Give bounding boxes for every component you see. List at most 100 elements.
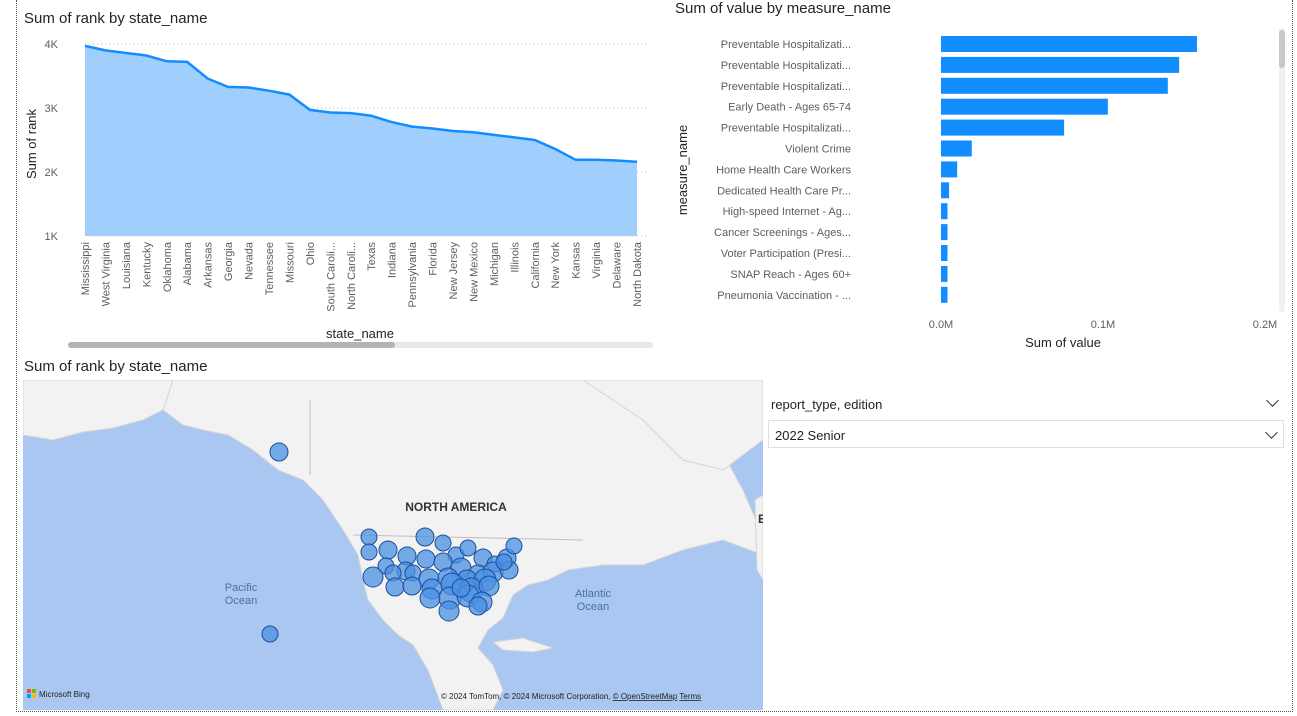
bar-x-tick-label: 0.1M: [1091, 319, 1115, 331]
bar[interactable]: [941, 224, 948, 241]
alaska-land: [23, 380, 174, 441]
bar[interactable]: [941, 56, 1180, 73]
bar-category-label: Preventable Hospitalizati...: [721, 123, 851, 135]
bar-scrollbar-thumb[interactable]: [1279, 30, 1285, 68]
bar-y-axis-title: measure_name: [675, 125, 690, 215]
map-bubble[interactable]: [415, 527, 435, 547]
bing-logo-text: Microsoft Bing: [39, 690, 90, 699]
slicer-visual: report_type, edition 2022 Senior: [768, 390, 1284, 450]
bing-logo: Microsoft Bing: [27, 689, 90, 699]
dropdown-chevron-down-icon[interactable]: [1265, 426, 1278, 439]
map-bubble[interactable]: [360, 528, 378, 546]
area-x-tick-label: Virginia: [591, 241, 603, 278]
map-bubble[interactable]: [451, 578, 471, 598]
bar-chart-title: Sum of value by measure_name: [675, 0, 891, 17]
area-x-tick-label: North Dakota: [632, 241, 644, 307]
area-y-tick-label: 3K: [45, 103, 59, 115]
area-series-line: [84, 44, 638, 164]
map-attribution: © 2024 TomTom, © 2024 Microsoft Corporat…: [441, 692, 701, 701]
map-bubble[interactable]: [419, 587, 441, 609]
area-x-tick-label: Tennessee: [264, 242, 276, 295]
bar[interactable]: [941, 286, 948, 303]
area-x-tick-label: Pennsylvania: [407, 241, 419, 307]
label-pacific: Pacific: [225, 582, 258, 594]
bar-category-label: SNAP Reach - Ages 60+: [730, 269, 851, 281]
bar-x-tick-label: 0.2M: [1253, 319, 1277, 331]
bar-category-label: Dedicated Health Care Pr...: [717, 185, 851, 197]
area-x-tick-label: New York: [550, 242, 562, 289]
map-bubble[interactable]: [378, 540, 398, 560]
area-x-tick-label: South Caroli...: [325, 242, 337, 312]
bar[interactable]: [941, 98, 1108, 115]
osm-link[interactable]: © OpenStreetMap: [613, 692, 678, 701]
map-bubble[interactable]: [438, 600, 460, 622]
bar-x-axis-title: Sum of value: [1025, 335, 1101, 350]
bar-category-label: High-speed Internet - Ag...: [723, 206, 851, 218]
map-bubble[interactable]: [468, 596, 488, 616]
bar[interactable]: [941, 140, 972, 157]
bar[interactable]: [941, 161, 958, 178]
bar-category-label: Early Death - Ages 65-74: [728, 102, 851, 114]
map-visual[interactable]: Sum of rank by state_name NORTH AMERICA …: [20, 356, 765, 712]
bar[interactable]: [941, 203, 948, 220]
greenland-land: [582, 380, 763, 471]
report-canvas: [16, 0, 1293, 712]
slicer-selected-value: 2022 Senior: [775, 428, 846, 443]
map-bubble[interactable]: [434, 534, 452, 552]
bar-category-label: Preventable Hospitalizati...: [721, 39, 851, 51]
map-bubble[interactable]: [416, 549, 436, 569]
area-chart-visual[interactable]: Sum of rank by state_name 1K 2K 3K 4K Missi…: [20, 4, 660, 354]
europe-land: [754, 494, 763, 581]
area-x-tick-label: Louisiana: [121, 241, 133, 289]
map-bubble[interactable]: [360, 543, 378, 561]
bar-category-label: Cancer Screenings - Ages...: [714, 227, 851, 239]
map-bubble[interactable]: [402, 576, 422, 596]
bar-category-label: Voter Participation (Presi...: [721, 248, 851, 260]
terms-link[interactable]: Terms: [679, 692, 701, 701]
map-bubble[interactable]: [505, 537, 523, 555]
bar[interactable]: [941, 182, 950, 199]
area-x-tick-label: North Caroli...: [346, 242, 358, 310]
slicer-collapse-chevron-icon[interactable]: [1266, 394, 1279, 407]
area-x-tick-label: Illinois: [509, 242, 521, 273]
area-x-tick-label: Delaware: [612, 242, 624, 288]
label-europe-edge: E: [758, 512, 763, 526]
map-bubble[interactable]: [362, 566, 384, 588]
border-us-ca: [352, 534, 584, 541]
slicer-dropdown[interactable]: 2022 Senior: [768, 420, 1284, 448]
bar-chart-visual[interactable]: Sum of value by measure_name Preventable…: [668, 0, 1290, 354]
map-svg[interactable]: NORTH AMERICA Pacific Ocean Atlantic Oce…: [23, 380, 763, 710]
area-x-tick-label: Missouri: [284, 242, 296, 283]
map-bubble[interactable]: [269, 442, 289, 462]
bar-category-label: Preventable Hospitalizati...: [721, 81, 851, 93]
bar[interactable]: [941, 36, 1197, 52]
map-attribution-text: © 2024 TomTom, © 2024 Microsoft Corporat…: [441, 692, 613, 701]
bar-category-label: Pneumonia Vaccination - ...: [717, 290, 851, 302]
bar-scrollbar-track[interactable]: [1279, 28, 1285, 312]
area-chart-title: Sum of rank by state_name: [24, 10, 208, 27]
area-y-axis-title: Sum of rank: [24, 108, 39, 179]
area-y-tick-label: 4K: [45, 39, 59, 51]
area-y-tick-label: 2K: [45, 167, 59, 179]
bar[interactable]: [941, 119, 1065, 136]
area-x-tick-label: Florida: [428, 241, 440, 276]
bar-category-label: Home Health Care Workers: [716, 164, 851, 176]
label-pacific-ocean: Ocean: [225, 595, 257, 607]
map-bubble[interactable]: [261, 625, 279, 643]
area-chart-svg: 1K 2K 3K 4K Mississippi West Virginia Louisia…: [24, 39, 653, 348]
area-x-tick-label: Indiana: [387, 241, 399, 278]
area-x-tick-label: Kentucky: [141, 242, 153, 288]
bar[interactable]: [941, 265, 948, 282]
area-x-tick-label: Mississippi: [80, 242, 92, 295]
area-x-tick-label: Georgia: [223, 241, 235, 281]
bar[interactable]: [941, 77, 1168, 94]
map-bubble[interactable]: [385, 577, 405, 597]
area-series-fill: [85, 45, 637, 237]
area-y-tick-label: 1K: [45, 231, 59, 243]
area-x-tick-label: Texas: [366, 242, 378, 271]
area-scrollbar-thumb[interactable]: [68, 342, 395, 348]
bar[interactable]: [941, 245, 948, 261]
map-bubbles: [261, 442, 523, 643]
map-bubble[interactable]: [495, 553, 513, 571]
map-bubble[interactable]: [459, 539, 477, 557]
